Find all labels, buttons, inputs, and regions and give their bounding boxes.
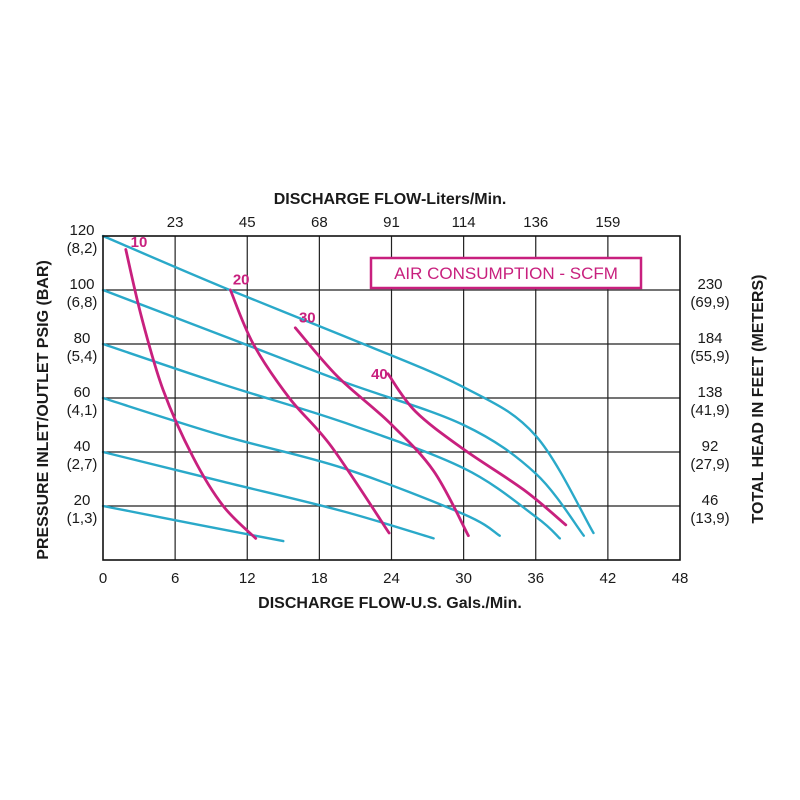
top-tick-label: 136 — [523, 214, 548, 231]
right-tick-label: 46 — [702, 492, 719, 509]
left-tick-sublabel: (4,1) — [67, 402, 98, 419]
right-tick-label: 92 — [702, 438, 719, 455]
right-tick-sublabel: (13,9) — [690, 510, 729, 527]
pressure-curve-line — [101, 288, 585, 537]
x-tick-label: 18 — [311, 570, 328, 587]
left-tick-sublabel: (2,7) — [67, 456, 98, 473]
right-tick-label: 230 — [697, 276, 722, 293]
top-tick-label: 45 — [239, 214, 256, 231]
right-tick-sublabel: (27,9) — [690, 456, 729, 473]
top-tick-label: 114 — [452, 214, 476, 231]
scfm-curve-line — [386, 372, 568, 527]
top-tick-label: 68 — [311, 214, 328, 231]
legend-box: AIR CONSUMPTION - SCFM — [369, 256, 643, 290]
x-tick-label: 12 — [239, 570, 256, 587]
scfm-curve-label: 10 — [131, 234, 148, 251]
left-tick-label: 20 — [74, 492, 91, 509]
left-tick-sublabel: (1,3) — [67, 510, 98, 527]
legend-text: AIR CONSUMPTION - SCFM — [394, 264, 618, 283]
pressure-curve-line — [101, 504, 285, 543]
right-tick-sublabel: (69,9) — [690, 294, 729, 311]
plot-frame — [102, 235, 681, 561]
top-tick-label: 23 — [167, 214, 184, 231]
tick-labels: 0 6 12 18 24 30 36 42 48 23 45 68 91 114 136 159 120(8,2… — [67, 214, 730, 587]
right-axis-title: TOTAL HEAD IN FEET (METERS) — [750, 275, 767, 524]
left-tick-label: 60 — [74, 384, 91, 401]
x-tick-label: 0 — [99, 570, 107, 587]
x-tick-label: 48 — [672, 570, 689, 587]
left-tick-sublabel: (8,2) — [67, 240, 98, 257]
x-tick-label: 24 — [383, 570, 400, 587]
right-tick-sublabel: (55,9) — [690, 348, 729, 365]
scfm-curve-line — [293, 326, 470, 538]
left-tick-label: 40 — [74, 438, 91, 455]
pressure-curve-line — [101, 234, 595, 535]
left-tick-label: 80 — [74, 330, 91, 347]
bottom-axis-title: DISCHARGE FLOW-U.S. Gals./Min. — [258, 595, 522, 612]
right-tick-label: 184 — [697, 330, 722, 347]
scfm-curve-line — [229, 288, 391, 535]
scfm-curve-label: 20 — [233, 272, 250, 289]
scfm-curve-label: 30 — [299, 309, 316, 326]
x-tick-label: 42 — [600, 570, 617, 587]
right-tick-sublabel: (41,9) — [690, 402, 729, 419]
left-tick-label: 120 — [69, 222, 94, 239]
pressure-curve-line — [101, 342, 561, 540]
plot-grid — [103, 236, 680, 560]
x-tick-label: 6 — [171, 570, 179, 587]
scfm-curve-line — [124, 248, 258, 540]
top-tick-label: 159 — [595, 214, 620, 231]
left-tick-label: 100 — [69, 276, 94, 293]
x-tick-label: 36 — [527, 570, 544, 587]
left-axis-title: PRESSURE INLET/OUTLET PSIG (BAR) — [35, 260, 52, 560]
scfm-curve-label: 40 — [371, 366, 388, 383]
pressure-curves — [101, 234, 595, 543]
pressure-curve-line — [101, 450, 435, 540]
top-tick-label: 91 — [383, 214, 400, 231]
x-tick-label: 30 — [455, 570, 472, 587]
left-tick-sublabel: (5,4) — [67, 348, 98, 365]
air-consumption-curves: 10 20 30 40 — [124, 234, 568, 540]
top-axis-title: DISCHARGE FLOW-Liters/Min. — [274, 191, 507, 208]
left-tick-sublabel: (6,8) — [67, 294, 98, 311]
right-tick-label: 138 — [697, 384, 722, 401]
